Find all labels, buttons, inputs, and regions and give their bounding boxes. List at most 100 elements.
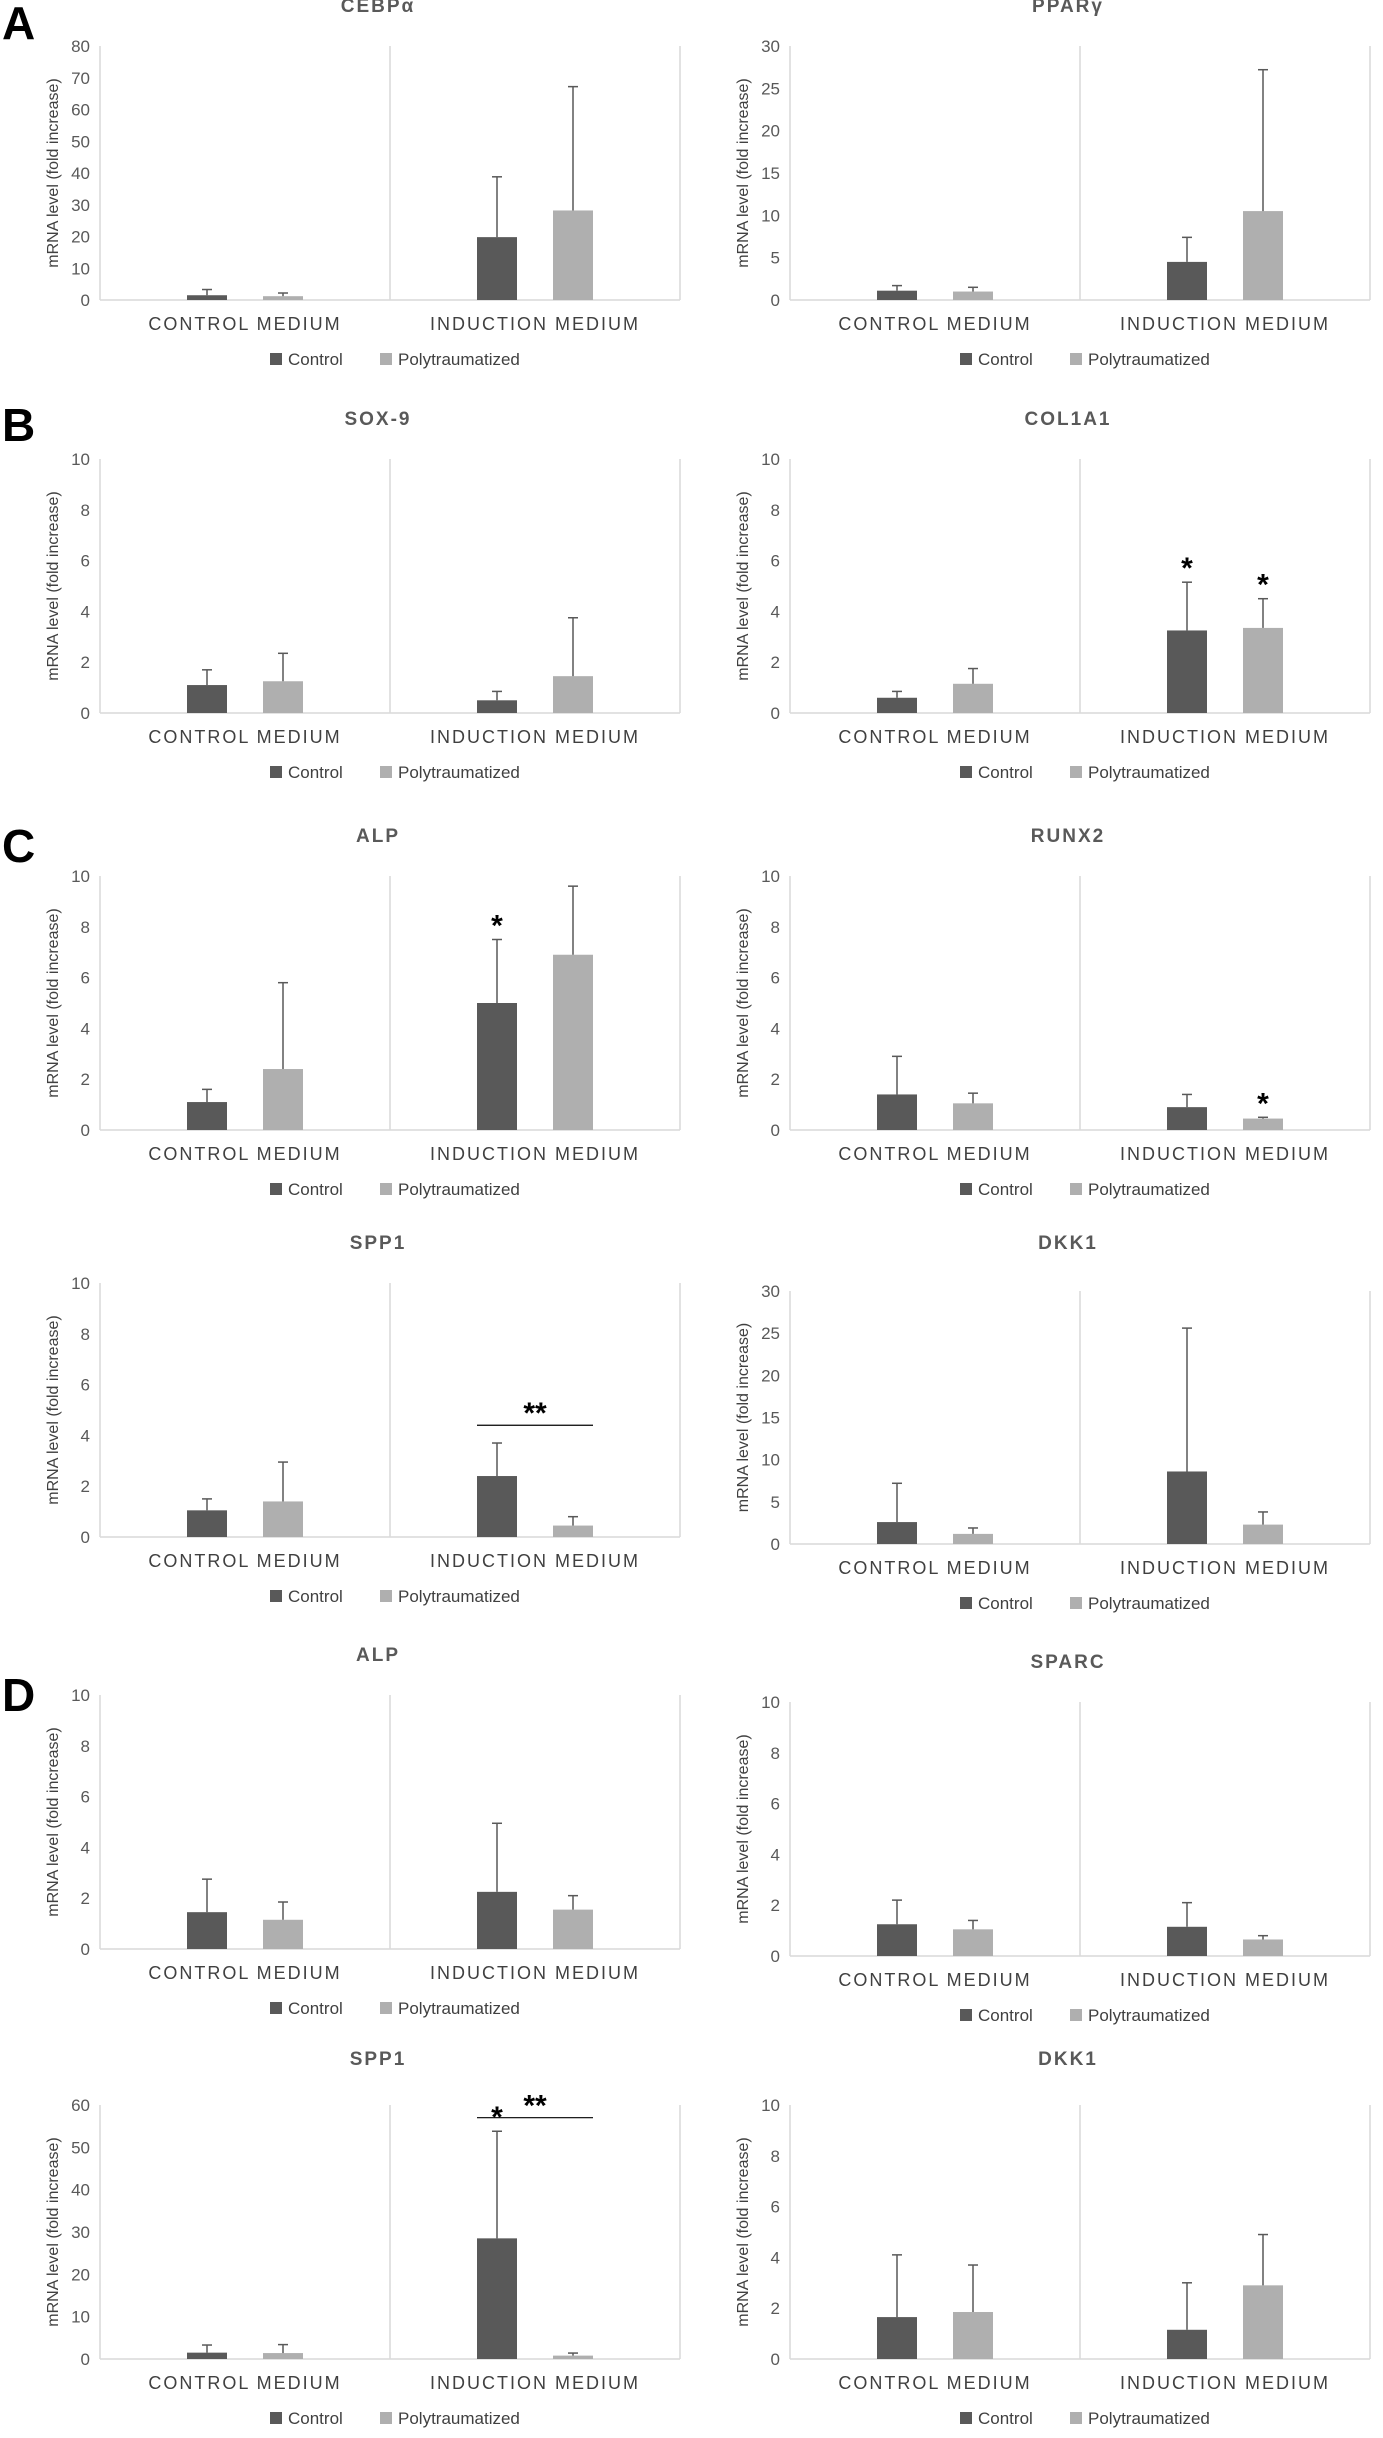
legend-label-polytraumatized: Polytraumatized bbox=[1088, 350, 1210, 369]
y-tick-label: 20 bbox=[761, 122, 780, 141]
bar-polytraumatized bbox=[263, 1069, 303, 1130]
y-axis-label: mRNA level (fold increase) bbox=[735, 78, 752, 267]
legend-label-control: Control bbox=[978, 1180, 1033, 1199]
y-tick-label: 8 bbox=[771, 501, 780, 520]
legend-swatch-polytraumatized bbox=[1070, 766, 1082, 778]
chart-svg: SPARC mRNA level (fold increase) 0 2 4 6 8 10 CO… bbox=[735, 1652, 1371, 2025]
x-category-label: CONTROL MEDIUM bbox=[148, 1551, 341, 1571]
bar-control bbox=[1167, 1107, 1207, 1130]
y-tick-label: 30 bbox=[71, 196, 90, 215]
y-tick-label: 10 bbox=[71, 1274, 90, 1293]
y-tick-label: 6 bbox=[771, 552, 780, 571]
legend-label-control: Control bbox=[978, 1594, 1033, 1613]
x-category-label: INDUCTION MEDIUM bbox=[1120, 727, 1330, 747]
x-category-label: INDUCTION MEDIUM bbox=[430, 2373, 640, 2393]
legend-swatch-polytraumatized bbox=[380, 1590, 392, 1602]
y-tick-label: 25 bbox=[761, 1324, 780, 1343]
y-tick-label: 15 bbox=[761, 1409, 780, 1428]
legend-label-control: Control bbox=[978, 2006, 1033, 2025]
y-tick-label: 5 bbox=[771, 249, 780, 268]
x-category-label: CONTROL MEDIUM bbox=[148, 1144, 341, 1164]
bar-polytraumatized bbox=[553, 2355, 593, 2359]
chart-title: SPARC bbox=[1030, 1652, 1105, 1673]
chart-spp1-c: SPP1 mRNA level (fold increase) 0 2 4 6 8 10 CON… bbox=[40, 1233, 681, 1622]
chart-title: CEBPα bbox=[341, 0, 415, 17]
x-category-label: CONTROL MEDIUM bbox=[838, 2373, 1031, 2393]
chart-dkk1-c: DKK1 mRNA level (fold increase) 0 5 10 15 20 25… bbox=[730, 1233, 1371, 1622]
y-tick-label: 0 bbox=[81, 1528, 90, 1547]
y-tick-label: 2 bbox=[81, 1889, 90, 1908]
bar-polytraumatized bbox=[553, 676, 593, 713]
significance-star: * bbox=[491, 910, 503, 943]
x-category-label: CONTROL MEDIUM bbox=[838, 1558, 1031, 1578]
y-tick-label: 10 bbox=[761, 867, 780, 886]
bar-control bbox=[1167, 1926, 1207, 1956]
chart-dkk1-d: DKK1 mRNA level (fold increase) 0 2 4 6 8 10 CON… bbox=[730, 2049, 1371, 2438]
bar-control bbox=[477, 2238, 517, 2359]
y-tick-label: 4 bbox=[81, 1838, 90, 1857]
bar-polytraumatized bbox=[263, 681, 303, 713]
bar-control bbox=[477, 1476, 517, 1537]
chart-title: PPARγ bbox=[1032, 0, 1104, 17]
bar-polytraumatized bbox=[553, 210, 593, 300]
legend-label-control: Control bbox=[288, 1999, 343, 2018]
chart-svg: SPP1 mRNA level (fold increase) 0 2 4 6 8 10 CON… bbox=[45, 1233, 681, 1606]
chart-runx2-c: RUNX2 mRNA level (fold increase) 0 2 4 6 8 10 CO… bbox=[730, 826, 1371, 1215]
x-category-label: INDUCTION MEDIUM bbox=[430, 1551, 640, 1571]
legend-swatch-control bbox=[270, 1590, 282, 1602]
bar-control bbox=[477, 1003, 517, 1130]
bar-control bbox=[877, 290, 917, 300]
y-tick-label: 15 bbox=[761, 164, 780, 183]
legend-swatch-polytraumatized bbox=[380, 2412, 392, 2424]
y-tick-label: 30 bbox=[761, 37, 780, 56]
legend-label-control: Control bbox=[288, 1180, 343, 1199]
bar-polytraumatized bbox=[953, 1533, 993, 1544]
legend-swatch-control bbox=[960, 353, 972, 365]
significance-double-star: ** bbox=[523, 2090, 547, 2123]
chart-svg: RUNX2 mRNA level (fold increase) 0 2 4 6 8 10 CO… bbox=[735, 826, 1371, 1199]
legend-swatch-control bbox=[960, 2009, 972, 2021]
y-axis-label: mRNA level (fold increase) bbox=[735, 1323, 752, 1512]
y-tick-label: 0 bbox=[771, 1121, 780, 1140]
y-tick-label: 2 bbox=[771, 1896, 780, 1915]
legend-label-control: Control bbox=[288, 1587, 343, 1606]
chart-svg: CEBPα mRNA level (fold increase) 0 10 20 30 40… bbox=[45, 0, 681, 369]
y-tick-label: 10 bbox=[71, 1686, 90, 1705]
bar-polytraumatized bbox=[553, 1525, 593, 1537]
chart-title: SPP1 bbox=[350, 2049, 407, 2070]
bar-control bbox=[477, 1891, 517, 1949]
y-axis-label: mRNA level (fold increase) bbox=[735, 2137, 752, 2326]
y-tick-label: 0 bbox=[771, 291, 780, 310]
bar-control bbox=[877, 697, 917, 713]
legend-swatch-polytraumatized bbox=[380, 766, 392, 778]
significance-star: * bbox=[1257, 1087, 1269, 1120]
chart-title: SOX-9 bbox=[344, 409, 411, 430]
y-tick-label: 30 bbox=[71, 2223, 90, 2242]
panel-label-a: A bbox=[2, 0, 36, 49]
chart-col1a1-b: COL1A1 mRNA level (fold increase) 0 2 4 6 8 10 C… bbox=[730, 409, 1371, 798]
y-tick-label: 0 bbox=[81, 291, 90, 310]
y-tick-label: 10 bbox=[761, 206, 780, 225]
legend-label-control: Control bbox=[978, 350, 1033, 369]
legend-label-polytraumatized: Polytraumatized bbox=[398, 763, 520, 782]
bar-control bbox=[187, 1912, 227, 1949]
bar-polytraumatized bbox=[1243, 1118, 1283, 1130]
chart-spp1-d: SPP1 mRNA level (fold increase) 0 10 20 30 40 5… bbox=[40, 2049, 681, 2438]
chart-svg: PPARγ mRNA level (fold increase) 0 5 10 15 20 2… bbox=[735, 0, 1371, 369]
y-tick-label: 0 bbox=[81, 1940, 90, 1959]
x-category-label: CONTROL MEDIUM bbox=[148, 2373, 341, 2393]
y-tick-label: 5 bbox=[771, 1493, 780, 1512]
y-tick-label: 10 bbox=[71, 450, 90, 469]
y-tick-label: 0 bbox=[771, 2350, 780, 2369]
y-tick-label: 0 bbox=[81, 2350, 90, 2369]
chart-title: RUNX2 bbox=[1031, 826, 1105, 847]
y-tick-label: 2 bbox=[81, 1477, 90, 1496]
y-tick-label: 4 bbox=[81, 1426, 90, 1445]
y-tick-label: 4 bbox=[771, 2248, 780, 2267]
chart-svg: COL1A1 mRNA level (fold increase) 0 2 4 6 8 10 C… bbox=[735, 409, 1371, 782]
bar-polytraumatized bbox=[263, 2353, 303, 2359]
y-tick-label: 50 bbox=[71, 132, 90, 151]
legend-label-polytraumatized: Polytraumatized bbox=[1088, 1180, 1210, 1199]
y-tick-label: 10 bbox=[71, 259, 90, 278]
legend-label-polytraumatized: Polytraumatized bbox=[398, 350, 520, 369]
